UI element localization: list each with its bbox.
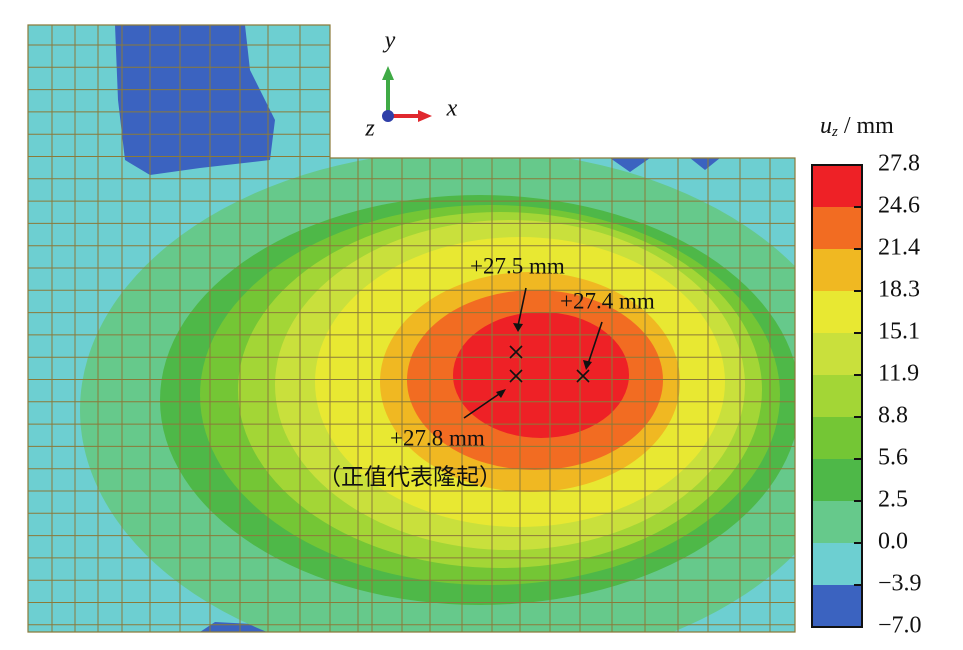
z-dot [382, 110, 394, 122]
colorbar-tick-label: −3.9 [878, 571, 922, 597]
x-arrow-head [418, 110, 432, 122]
colorbar-tick-label: −7.0 [878, 613, 922, 639]
colorbar-tick-label: 15.1 [878, 319, 920, 345]
colorbar-var: u [820, 113, 832, 139]
region [115, 25, 275, 175]
colorbar-tick-label: 27.8 [878, 151, 920, 177]
domain-outline [27, 24, 796, 633]
colorbar-frame [811, 164, 863, 628]
colorbar-band [812, 249, 862, 291]
markers [463, 287, 603, 419]
colorbar-tick-label: 0.0 [878, 529, 908, 555]
colorbar-band [812, 291, 862, 333]
colorbar-band [812, 207, 862, 249]
colorbar-tick-label: 5.6 [878, 445, 908, 471]
annotation: +27.4 mm [560, 288, 655, 313]
colorbar-band [812, 375, 862, 417]
axis-label: y [383, 28, 396, 54]
colorbar-band [812, 543, 862, 585]
colorbar-tick-label: 24.6 [878, 193, 920, 219]
colorbar: 27.8 24.6 21.4 18.3 15.1 11.9 8.8 5.6 2.5 0.0 −3.9… [811, 151, 922, 639]
colorbar-band [812, 417, 862, 459]
colorbar-tick-label: 21.4 [878, 235, 920, 261]
colorbar-tick-label: 2.5 [878, 487, 908, 513]
arrow-heads [496, 323, 592, 398]
colorbar-band [812, 501, 862, 543]
colorbar-band [812, 333, 862, 375]
colorbar-title: uz / mm [820, 113, 894, 141]
annotation: +27.8 mm [390, 425, 485, 450]
axis-label: x [446, 96, 458, 122]
colorbar-tick-label: 8.8 [878, 403, 908, 429]
colorbar-sub: z [831, 124, 838, 140]
colorbar-unit: / mm [838, 113, 894, 139]
colorbar-band [812, 459, 862, 501]
contour-map [28, 25, 795, 632]
y-arrow-head [382, 66, 394, 80]
colorbar-band [812, 585, 862, 627]
axis-label: z [364, 116, 375, 142]
colorbar-band [812, 165, 862, 207]
annotation: （正值代表隆起） [318, 465, 502, 491]
colorbar-tick-label: 18.3 [878, 277, 920, 303]
annotation: +27.5 mm [470, 253, 565, 278]
colorbar-tick-label: 11.9 [878, 361, 919, 387]
region [453, 312, 629, 438]
